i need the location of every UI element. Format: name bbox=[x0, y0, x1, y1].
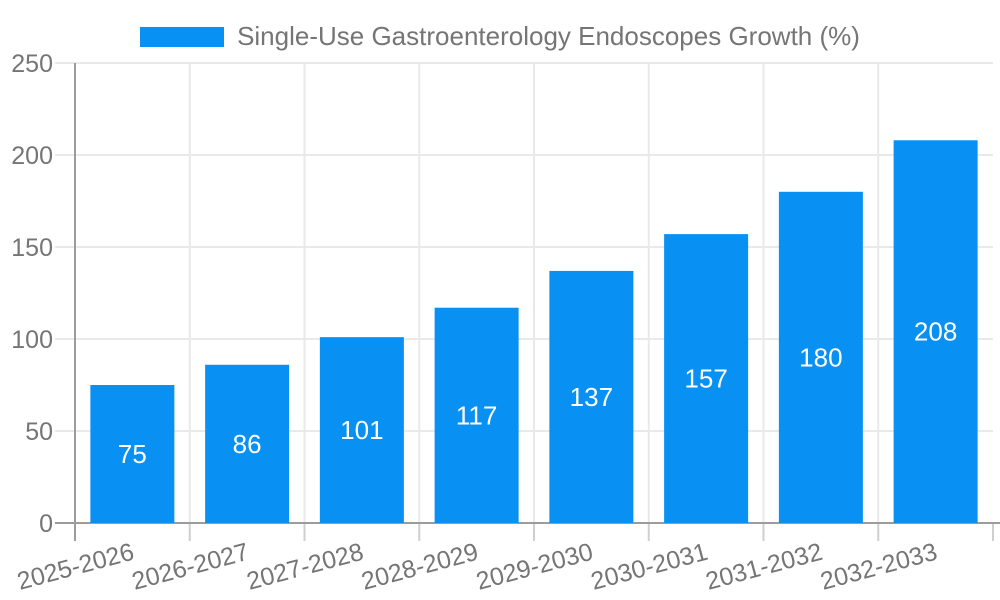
bar-value-label: 208 bbox=[914, 317, 957, 347]
y-tick-label: 150 bbox=[11, 234, 53, 262]
bar-value-label: 117 bbox=[456, 400, 497, 430]
y-tick-label: 0 bbox=[39, 510, 53, 538]
bar-value-label: 180 bbox=[799, 342, 842, 372]
y-tick-label: 50 bbox=[25, 418, 53, 446]
y-tick-label: 250 bbox=[11, 50, 53, 78]
bar-value-label: 75 bbox=[118, 439, 147, 469]
bar-value-label: 137 bbox=[570, 382, 613, 412]
y-tick-label: 100 bbox=[11, 326, 53, 354]
legend-label: Single-Use Gastroenterology Endoscopes G… bbox=[237, 21, 860, 51]
x-tick-label: 2027-2028 bbox=[244, 538, 367, 596]
bar-2027-2028[interactable] bbox=[319, 337, 404, 523]
x-tick-label: 2028-2029 bbox=[358, 538, 481, 596]
bar-value-label: 86 bbox=[233, 429, 262, 459]
x-tick-label: 2031-2032 bbox=[703, 538, 826, 596]
bar-2025-2026[interactable] bbox=[90, 385, 175, 523]
legend[interactable]: Single-Use Gastroenterology Endoscopes G… bbox=[0, 0, 1000, 52]
legend-swatch bbox=[140, 26, 225, 47]
bar-value-label: 157 bbox=[684, 364, 727, 394]
x-tick-label: 2026-2027 bbox=[129, 538, 252, 596]
bar-2030-2031[interactable] bbox=[664, 234, 749, 523]
x-tick-label: 2032-2033 bbox=[817, 538, 940, 596]
bar-2026-2027[interactable] bbox=[205, 364, 290, 523]
x-tick-label: 2029-2030 bbox=[473, 538, 596, 596]
bar-2032-2033[interactable] bbox=[893, 140, 978, 523]
bar-value-label: 101 bbox=[340, 415, 383, 445]
x-tick-label: 2025-2026 bbox=[14, 538, 137, 596]
bar-2029-2030[interactable] bbox=[549, 270, 634, 523]
bar-2031-2032[interactable] bbox=[778, 191, 863, 524]
x-tick-label: 2030-2031 bbox=[588, 538, 711, 596]
y-tick-label: 200 bbox=[11, 142, 53, 170]
bar-2028-2029[interactable] bbox=[434, 307, 519, 523]
